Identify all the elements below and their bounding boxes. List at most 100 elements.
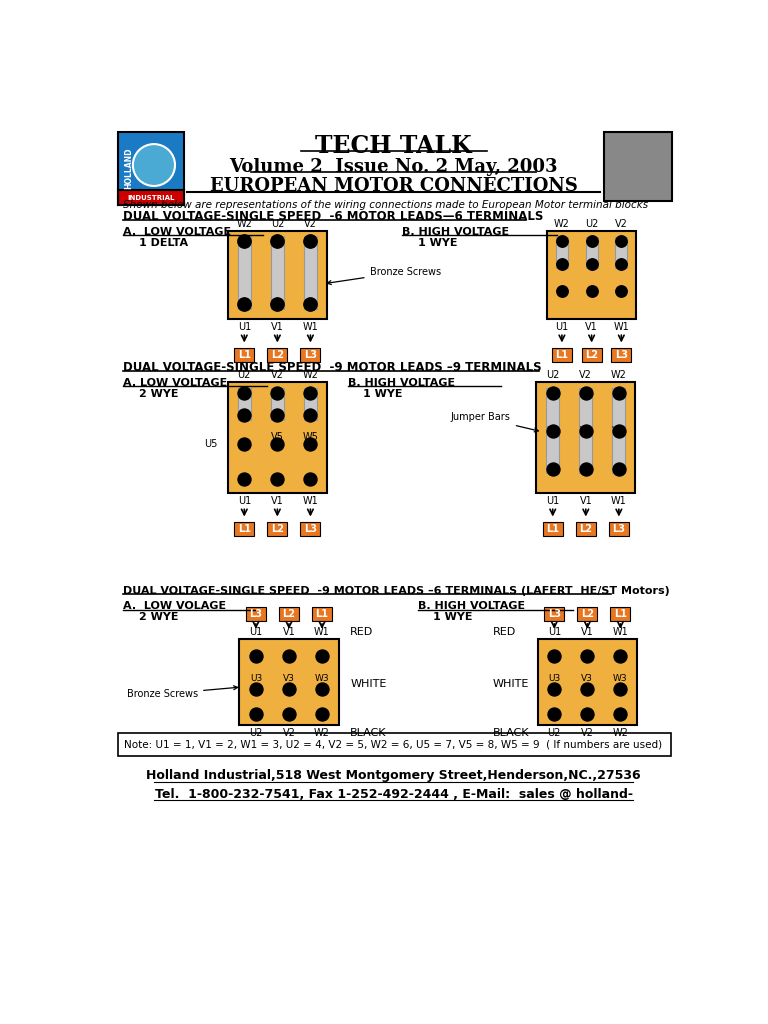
Text: V3: V3: [283, 674, 295, 683]
Text: L3: L3: [250, 609, 263, 620]
Text: B. HIGH VOLTAGE: B. HIGH VOLTAGE: [348, 378, 455, 388]
Text: U2: U2: [546, 370, 559, 380]
Text: 2 WYE: 2 WYE: [139, 612, 178, 623]
Text: Holland Industrial,518 West Montgomery Street,Henderson,NC.,27536: Holland Industrial,518 West Montgomery S…: [146, 769, 641, 782]
Text: Note: U1 = 1, V1 = 2, W1 = 3, U2 = 4, V2 = 5, W2 = 6, U5 = 7, V5 = 8, W5 = 9  ( : Note: U1 = 1, V1 = 2, W1 = 3, U2 = 4, V2…: [124, 739, 662, 750]
Text: DUAL VOLTAGE-SINGLE SPEED  -9 MOTOR LEADS –9 TERMINALS: DUAL VOLTAGE-SINGLE SPEED -9 MOTOR LEADS…: [123, 361, 541, 374]
Bar: [312, 607, 332, 622]
Text: Bronze Screws: Bronze Screws: [327, 266, 441, 285]
Bar: [234, 348, 254, 361]
Text: V2: V2: [581, 728, 594, 737]
Text: W5: W5: [611, 426, 626, 435]
Bar: [538, 639, 637, 725]
Text: 1 WYE: 1 WYE: [363, 389, 403, 399]
Text: Bronze Screws: Bronze Screws: [127, 686, 237, 699]
Bar: [579, 388, 592, 473]
Text: W1: W1: [303, 496, 318, 506]
Text: A.  LOW VOLAGE: A. LOW VOLAGE: [123, 601, 227, 611]
Text: V1: V1: [579, 496, 592, 506]
Text: L2: L2: [271, 523, 284, 534]
Text: W2: W2: [314, 728, 330, 737]
Text: BLACK: BLACK: [493, 728, 529, 737]
Text: L3: L3: [548, 609, 561, 620]
Text: WHITE: WHITE: [350, 679, 386, 689]
Bar: [271, 236, 284, 308]
Bar: [304, 388, 317, 420]
Text: U1: U1: [555, 322, 568, 332]
Text: L2: L2: [271, 349, 284, 359]
Text: U2: U2: [548, 728, 561, 737]
Text: V3: V3: [581, 674, 594, 683]
Text: RED: RED: [493, 627, 516, 637]
Text: V1: V1: [283, 627, 296, 637]
Bar: [581, 348, 601, 361]
Bar: [611, 348, 631, 361]
Text: U2: U2: [237, 370, 251, 380]
Text: U2: U2: [585, 219, 598, 228]
Text: U1: U1: [237, 322, 251, 332]
Text: V1: V1: [271, 322, 283, 332]
Text: V1: V1: [271, 496, 283, 506]
Bar: [576, 522, 596, 536]
Text: 1 WYE: 1 WYE: [418, 238, 457, 248]
Text: 1 WYE: 1 WYE: [433, 612, 472, 623]
Text: Jumper Bars: Jumper Bars: [451, 413, 538, 432]
Text: L1: L1: [555, 349, 568, 359]
Bar: [118, 132, 184, 205]
Text: W1: W1: [303, 322, 318, 332]
Text: V1: V1: [585, 322, 598, 332]
Text: W2: W2: [303, 370, 319, 380]
Text: L3: L3: [304, 523, 317, 534]
Text: W1: W1: [611, 496, 627, 506]
Text: HOLLAND: HOLLAND: [124, 147, 133, 189]
Bar: [228, 382, 327, 494]
Text: W5: W5: [303, 432, 319, 442]
Text: INDUSTRIAL: INDUSTRIAL: [127, 195, 174, 201]
Bar: [543, 522, 563, 536]
Text: L1: L1: [546, 523, 559, 534]
Text: U3: U3: [250, 674, 262, 683]
Text: W1: W1: [314, 627, 330, 637]
Text: Tel.  1-800-232-7541, Fax 1-252-492-2444 , E-Mail:  sales @ holland-: Tel. 1-800-232-7541, Fax 1-252-492-2444 …: [154, 787, 633, 801]
Bar: [300, 522, 320, 536]
Text: Shown below are representations of the wiring connections made to European Motor: Shown below are representations of the w…: [123, 201, 648, 210]
Text: V5: V5: [271, 432, 284, 442]
Text: V2: V2: [304, 219, 317, 228]
Text: 1 DELTA: 1 DELTA: [139, 238, 187, 248]
Bar: [237, 236, 251, 308]
Text: BLACK: BLACK: [350, 728, 387, 737]
Text: TECH TALK: TECH TALK: [316, 134, 472, 158]
Text: U5: U5: [204, 439, 217, 450]
Bar: [552, 348, 572, 361]
Bar: [609, 522, 629, 536]
Text: U2: U2: [270, 219, 284, 228]
Bar: [118, 189, 184, 205]
Text: U1: U1: [546, 496, 559, 506]
Text: V5: V5: [580, 426, 591, 435]
Circle shape: [133, 144, 175, 186]
Text: DUAL VOLTAGE-SINGLE SPEED  -9 MOTOR LEADS –6 TERMINALS (LAFERT  HE/ST Motors): DUAL VOLTAGE-SINGLE SPEED -9 MOTOR LEADS…: [123, 586, 670, 596]
Text: RED: RED: [350, 627, 373, 637]
Bar: [615, 237, 627, 268]
Text: W1: W1: [613, 627, 628, 637]
Bar: [240, 639, 339, 725]
Text: L2: L2: [585, 349, 598, 359]
Bar: [267, 348, 287, 361]
Text: DUAL VOLTAGE-SINGLE SPEED  -6 MOTOR LEADS—6 TERMINALS: DUAL VOLTAGE-SINGLE SPEED -6 MOTOR LEADS…: [123, 210, 544, 223]
Text: L3: L3: [304, 349, 317, 359]
Text: L1: L1: [238, 349, 251, 359]
Bar: [300, 348, 320, 361]
Text: B. HIGH VOLTAGE: B. HIGH VOLTAGE: [418, 601, 525, 611]
Text: U3: U3: [548, 674, 561, 683]
Bar: [556, 237, 568, 268]
Text: V2: V2: [579, 370, 592, 380]
Bar: [279, 607, 299, 622]
Text: L1: L1: [614, 609, 627, 620]
Text: L2: L2: [581, 609, 594, 620]
Bar: [118, 733, 671, 756]
Text: L3: L3: [612, 523, 625, 534]
Bar: [547, 230, 636, 319]
Text: U5: U5: [547, 426, 559, 435]
Text: WHITE: WHITE: [493, 679, 529, 689]
Bar: [612, 388, 625, 473]
